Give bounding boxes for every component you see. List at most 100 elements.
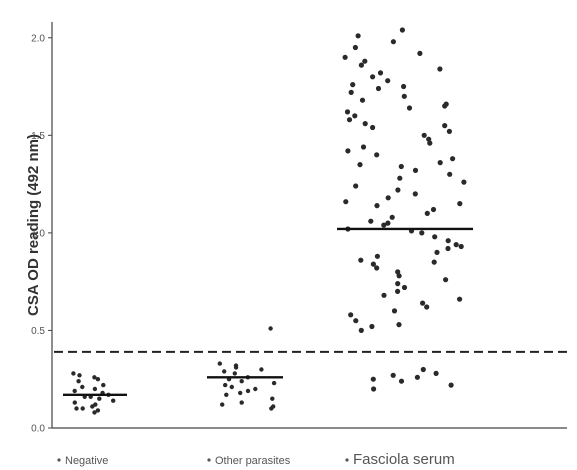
data-point [421,132,427,138]
data-point [453,242,459,248]
data-point [437,160,443,166]
data-point [222,369,227,374]
data-point [342,54,348,60]
data-point [92,375,97,380]
data-point [217,361,222,366]
data-point [389,214,395,220]
data-point [74,406,79,411]
data-point [362,58,368,64]
data-point [446,128,452,134]
data-point [72,400,78,405]
data-point [369,323,375,330]
data-point [348,89,354,95]
data-point [71,371,76,376]
data-point [419,230,425,236]
category-label: Negative [65,455,108,467]
data-point [92,386,98,392]
data-point [97,396,102,401]
data-point [445,238,451,244]
data-point [448,382,454,388]
data-point [271,380,277,386]
data-point [398,378,405,384]
data-point [268,326,273,331]
data-point [401,93,407,99]
data-point [390,39,396,45]
data-point [385,220,391,226]
data-point [111,398,116,403]
data-point [457,296,463,302]
y-tick-label: 1.5 [31,131,45,142]
data-point [350,82,356,88]
data-point [352,113,358,119]
data-point [401,284,408,291]
data-point [223,382,228,388]
data-point [346,117,353,123]
data-point [399,27,405,33]
data-point [271,404,276,409]
data-point [396,273,402,279]
data-point [374,265,380,271]
data-point [433,370,439,376]
data-point [229,384,234,390]
data-point [424,210,430,216]
data-point [458,243,464,250]
data-point [259,367,264,372]
y-tick-label: 0.5 [31,326,45,337]
data-point [414,374,420,380]
data-point [427,140,433,146]
data-point [397,175,403,181]
data-point [401,83,407,90]
data-point [101,382,106,388]
data-point [385,78,391,84]
data-point [371,386,377,392]
data-point [417,50,423,57]
data-point [233,363,239,368]
data-point [76,379,81,384]
data-point [72,388,77,394]
y-ticks: 0.0 0.5 1.0 1.5 2.0 [31,33,52,435]
y-tick-label: 0.0 [31,424,45,435]
data-point [390,372,396,378]
data-point [447,171,453,177]
data-point [406,105,413,111]
data-point [77,373,82,378]
data-point [239,400,244,405]
y-tick-label: 1.0 [31,228,45,239]
data-point [385,195,391,201]
data-point [381,222,387,228]
data-point [377,70,384,76]
data-point [358,62,364,68]
data-point [238,390,243,396]
data-point [80,406,85,411]
data-point [353,183,359,189]
data-point [434,249,440,255]
data-point [358,327,364,333]
data-point [395,288,401,294]
data-point [370,124,376,131]
data-point [396,322,402,328]
data-point [343,199,349,205]
data-point [270,396,275,401]
data-point [443,277,449,283]
data-point [430,206,437,213]
data-point [412,167,419,173]
data-point [368,218,374,224]
data-point [370,376,376,382]
category-label: Fasciola serum [353,451,455,468]
data-points [71,27,467,415]
data-point [431,259,437,265]
data-point [95,377,101,382]
data-point [375,85,382,92]
data-point [391,308,398,314]
mean-lines [63,227,473,397]
data-point [461,179,467,185]
data-point [93,402,98,407]
category-labels: Negative Other parasites Fasciola serum [57,451,455,468]
legend-bullet [207,458,211,462]
data-point [355,33,361,39]
data-point [353,318,359,324]
data-point [344,109,351,115]
legend-bullet [345,458,349,462]
data-point [374,203,380,209]
